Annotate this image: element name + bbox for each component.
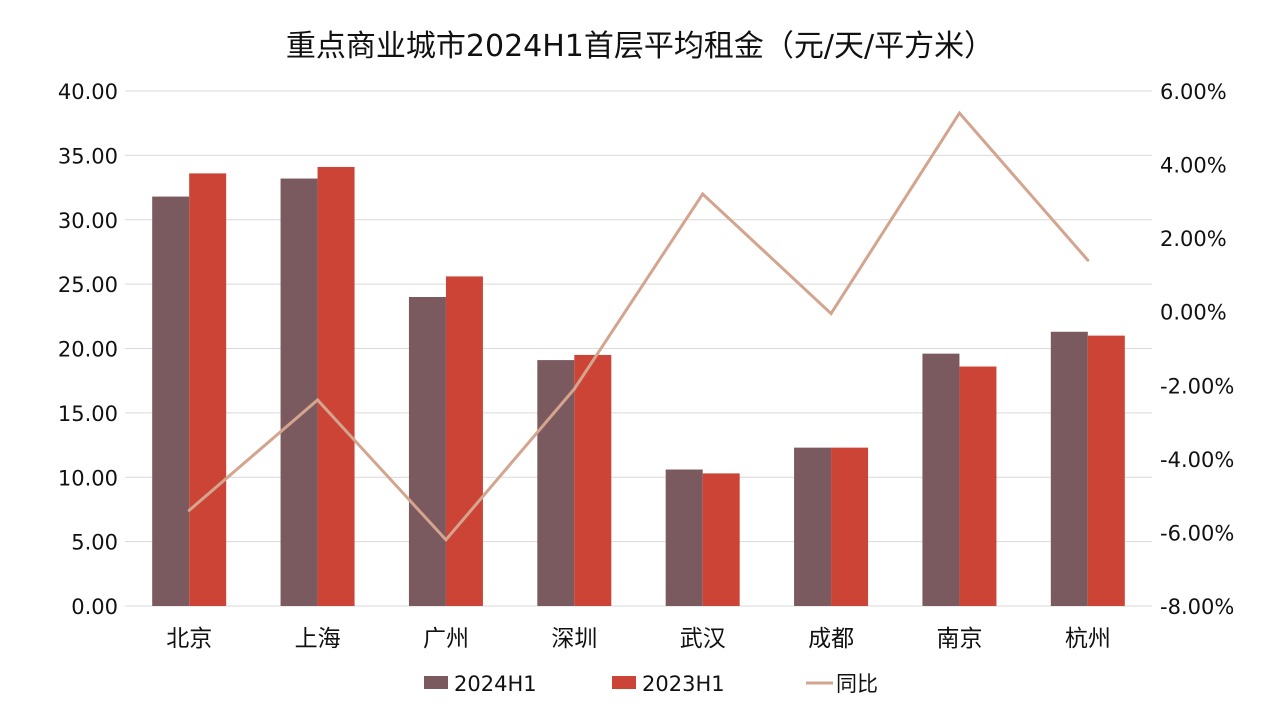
- left-tick-label: 40.00: [58, 80, 118, 104]
- legend: 2024H1 2023H1 同比: [424, 672, 878, 696]
- x-tick-label: 北京: [166, 626, 212, 652]
- left-tick-label: 35.00: [58, 144, 118, 168]
- right-y-axis: -8.00% -6.00% -4.00% -2.00% 0.00% 2.00% 4.00% 6…: [1160, 80, 1234, 619]
- right-tick-label: 6.00%: [1160, 80, 1227, 104]
- bar-2023H1-北京: [189, 173, 227, 606]
- line-point: [572, 387, 576, 391]
- bar-2023H1-上海: [317, 166, 355, 606]
- x-tick-label: 深圳: [551, 626, 597, 652]
- left-tick-label: 0.00: [71, 595, 118, 619]
- bar-2023H1-成都: [831, 447, 869, 606]
- legend-label: 同比: [836, 672, 878, 696]
- left-tick-label: 20.00: [58, 338, 118, 362]
- line-point: [701, 192, 705, 196]
- legend-swatch-2023H1: [612, 676, 636, 689]
- x-tick-label: 武汉: [680, 626, 726, 652]
- bar-2024H1-北京: [152, 196, 190, 606]
- right-tick-label: 4.00%: [1160, 154, 1227, 178]
- line-point: [829, 312, 833, 316]
- left-tick-label: 15.00: [58, 402, 118, 426]
- bars: [152, 166, 1125, 607]
- left-tick-label: 25.00: [58, 273, 118, 297]
- bar-2024H1-深圳: [537, 360, 575, 606]
- bar-2023H1-杭州: [1087, 335, 1125, 606]
- bar-2024H1-上海: [280, 178, 318, 607]
- right-tick-label: 0.00%: [1160, 301, 1227, 325]
- bar-2024H1-广州: [408, 297, 446, 606]
- x-tick-label: 广州: [423, 626, 469, 652]
- left-tick-label: 10.00: [58, 466, 118, 490]
- x-tick-label: 杭州: [1065, 626, 1111, 652]
- right-tick-label: -8.00%: [1160, 595, 1234, 619]
- legend-label: 2024H1: [454, 672, 537, 696]
- line-point: [444, 538, 448, 542]
- left-tick-label: 30.00: [58, 209, 118, 233]
- right-tick-label: -6.00%: [1160, 521, 1234, 545]
- right-tick-label: -2.00%: [1160, 374, 1234, 398]
- x-tick-label: 南京: [936, 626, 982, 652]
- x-axis: 北京 上海 广州 深圳 武汉 成都 南京 杭州: [166, 626, 1111, 652]
- legend-label: 2023H1: [642, 672, 725, 696]
- yoy-line-layer: [187, 110, 1090, 543]
- bar-2023H1-深圳: [574, 354, 612, 606]
- bar-2023H1-南京: [959, 366, 997, 606]
- line-point: [1086, 258, 1090, 262]
- x-tick-label: 成都: [808, 626, 854, 652]
- bar-2024H1-杭州: [1050, 331, 1088, 606]
- line-series-同比: [188, 110, 1089, 543]
- bar-2024H1-南京: [922, 353, 960, 606]
- legend-swatch-2024H1: [424, 676, 448, 689]
- right-tick-label: -4.00%: [1160, 448, 1234, 472]
- bar-2023H1-武汉: [702, 473, 740, 606]
- bar-2024H1-成都: [794, 447, 832, 606]
- chart-title: 重点商业城市2024H1首层平均租金（元/天/平方米）: [286, 29, 994, 64]
- left-tick-label: 5.00: [71, 531, 118, 555]
- line-point: [957, 111, 961, 115]
- left-y-axis: 0.00 5.00 10.00 15.00 20.00 25.00 30.00 35.00 40…: [58, 80, 118, 619]
- line-point: [187, 508, 191, 512]
- bar-2024H1-武汉: [665, 469, 703, 606]
- x-tick-label: 上海: [295, 626, 341, 652]
- line-point: [316, 398, 320, 402]
- bar-2023H1-广州: [445, 276, 483, 606]
- right-tick-label: 2.00%: [1160, 227, 1227, 251]
- gridlines: [125, 90, 1152, 607]
